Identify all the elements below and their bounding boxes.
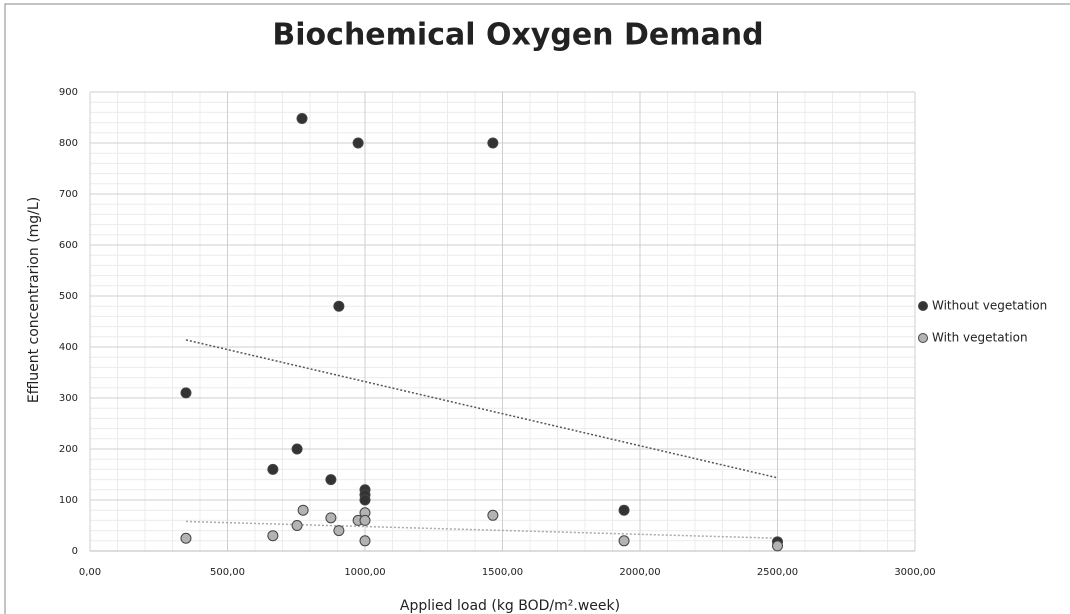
point <box>267 530 279 542</box>
point <box>618 535 630 547</box>
chart-frame <box>4 3 1070 614</box>
y-tick-label: 100 <box>59 495 78 506</box>
trendline <box>185 339 778 479</box>
point <box>180 532 192 544</box>
point <box>296 113 308 125</box>
point <box>359 514 371 526</box>
y-tick-label: 300 <box>59 393 78 404</box>
y-tick-label: 400 <box>59 342 78 353</box>
y-tick-label: 600 <box>59 240 78 251</box>
y-tick-label: 500 <box>59 291 78 302</box>
x-tick-label: 0,00 <box>79 567 101 578</box>
point <box>359 494 371 506</box>
y-tick-label: 700 <box>59 189 78 200</box>
point <box>772 540 783 552</box>
point <box>291 520 303 531</box>
point <box>359 535 371 547</box>
y-tick-label: 0 <box>72 546 78 557</box>
point <box>291 443 303 455</box>
y-tick-label: 900 <box>59 87 78 98</box>
y-tick-label: 200 <box>59 444 78 455</box>
x-tick-label: 500,00 <box>210 567 245 578</box>
x-tick-label: 2500,00 <box>757 567 798 578</box>
legend-marker <box>918 301 928 311</box>
point <box>618 504 630 516</box>
point <box>297 504 309 516</box>
point <box>333 525 345 537</box>
point <box>352 137 364 149</box>
y-axis-title: Effluent concentrarion (mg/L) <box>26 197 42 403</box>
point <box>487 137 499 149</box>
chart-title: Biochemical Oxygen Demand <box>272 18 763 53</box>
point <box>180 387 192 399</box>
point <box>325 474 337 486</box>
trendline <box>185 520 778 539</box>
x-tick-label: 1000,00 <box>344 567 385 578</box>
x-tick-label: 1500,00 <box>482 567 523 578</box>
legend-label: With vegetation <box>932 331 1028 345</box>
x-tick-label: 3000,00 <box>894 567 935 578</box>
point <box>333 300 345 312</box>
x-axis-title: Applied load (kg BOD/m².week) <box>400 598 620 614</box>
point <box>267 463 279 475</box>
point <box>325 512 337 524</box>
legend-label: Without vegetation <box>932 299 1047 313</box>
x-tick-label: 2000,00 <box>619 567 660 578</box>
legend-marker <box>918 333 928 343</box>
y-tick-label: 800 <box>59 138 78 149</box>
point <box>487 509 499 521</box>
